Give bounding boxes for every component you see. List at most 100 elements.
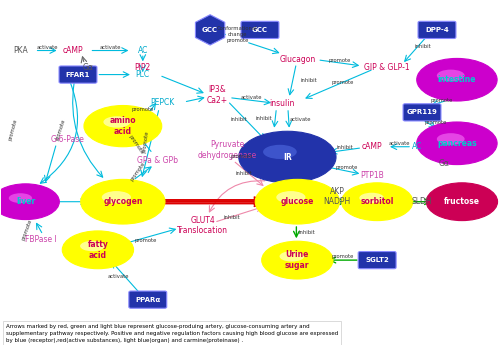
Text: activate: activate: [36, 45, 58, 50]
Text: insulin: insulin: [270, 99, 295, 108]
Text: G-6-Pase: G-6-Pase: [51, 135, 85, 144]
Text: PTP1B: PTP1B: [360, 171, 384, 180]
Text: promote: promote: [226, 38, 248, 43]
Text: AC: AC: [412, 142, 422, 151]
Ellipse shape: [280, 251, 304, 262]
Ellipse shape: [102, 191, 131, 204]
Text: Arrows marked by red, green and light blue represent glucose-produing artery, gl: Arrows marked by red, green and light bl…: [6, 324, 338, 343]
Text: GPa & GPb: GPa & GPb: [138, 156, 178, 165]
Text: promote: promote: [130, 161, 146, 183]
Text: promote: promote: [128, 134, 145, 155]
Text: Gα: Gα: [82, 63, 94, 72]
Text: activate: activate: [240, 95, 262, 100]
Ellipse shape: [437, 70, 464, 81]
FancyBboxPatch shape: [59, 66, 97, 83]
Text: inhibit: inhibit: [235, 171, 252, 176]
Ellipse shape: [0, 184, 60, 219]
Text: Urine
sugar: Urine sugar: [285, 250, 310, 270]
Text: PEPCK: PEPCK: [150, 98, 175, 107]
Text: inhibit: inhibit: [298, 230, 315, 235]
Text: promote: promote: [132, 107, 154, 112]
Text: GIP & GLP-1: GIP & GLP-1: [364, 63, 410, 72]
Ellipse shape: [416, 58, 497, 101]
FancyBboxPatch shape: [418, 21, 456, 39]
Text: inhibit: inhibit: [255, 116, 272, 121]
Text: activate: activate: [389, 141, 410, 146]
Text: promote: promote: [424, 120, 446, 125]
Text: promote: promote: [8, 118, 18, 141]
Text: promote: promote: [21, 218, 34, 240]
FancyBboxPatch shape: [129, 291, 166, 308]
Text: intestine: intestine: [438, 75, 476, 84]
Ellipse shape: [426, 183, 498, 220]
Text: activate: activate: [108, 275, 130, 279]
Text: SGLT2: SGLT2: [366, 257, 389, 263]
Text: SLDH: SLDH: [412, 197, 432, 206]
Text: glycogen: glycogen: [103, 197, 142, 206]
Ellipse shape: [437, 133, 464, 145]
Text: promote: promote: [332, 254, 354, 259]
Text: Glucagon: Glucagon: [279, 55, 316, 63]
Text: Pyruvate
dehydrogenase: Pyruvate dehydrogenase: [198, 140, 257, 160]
Text: sorbitol: sorbitol: [360, 197, 394, 206]
Ellipse shape: [84, 106, 162, 147]
Text: AKP
NADPH: AKP NADPH: [324, 187, 351, 206]
Ellipse shape: [416, 122, 497, 165]
Text: amino
acid: amino acid: [110, 116, 136, 136]
Text: inhibit: inhibit: [224, 215, 240, 220]
Text: promote: promote: [335, 165, 357, 170]
Text: GLUT4
Translocation: GLUT4 Translocation: [177, 216, 228, 235]
Text: cAMP: cAMP: [362, 142, 382, 151]
Text: IR: IR: [283, 152, 292, 161]
Ellipse shape: [9, 193, 32, 203]
Text: PLC: PLC: [136, 70, 150, 79]
Text: inhibit: inhibit: [414, 43, 431, 49]
Text: promote: promote: [431, 98, 453, 103]
FancyBboxPatch shape: [403, 104, 441, 121]
Text: AC: AC: [138, 46, 148, 55]
Ellipse shape: [263, 145, 296, 159]
Text: glucose: glucose: [280, 197, 314, 206]
Ellipse shape: [62, 231, 134, 269]
Text: PPARα: PPARα: [135, 297, 160, 303]
Text: cAMP: cAMP: [62, 46, 84, 55]
Text: GPR119: GPR119: [406, 109, 438, 115]
Ellipse shape: [255, 179, 340, 224]
Text: FFAR1: FFAR1: [66, 71, 90, 78]
Text: promote: promote: [142, 130, 150, 153]
Ellipse shape: [239, 131, 336, 183]
Ellipse shape: [262, 241, 333, 279]
Ellipse shape: [80, 179, 165, 224]
Text: promote: promote: [331, 80, 353, 85]
Ellipse shape: [360, 193, 384, 203]
Text: GCC: GCC: [252, 27, 268, 33]
Text: pancreas: pancreas: [437, 139, 476, 148]
Polygon shape: [196, 15, 225, 45]
Ellipse shape: [276, 191, 306, 204]
FancyBboxPatch shape: [358, 252, 396, 269]
Text: GCC: GCC: [202, 27, 218, 33]
Text: PKA: PKA: [14, 46, 28, 55]
Text: PIP2: PIP2: [134, 63, 151, 72]
Ellipse shape: [104, 116, 130, 128]
Text: liver: liver: [16, 197, 35, 206]
Text: Conformational
change: Conformational change: [217, 26, 258, 37]
Text: inhibit: inhibit: [337, 145, 353, 150]
Text: Gα: Gα: [439, 159, 450, 168]
Text: fructose: fructose: [444, 197, 480, 206]
Text: inhibit: inhibit: [230, 117, 248, 122]
Text: DPP-4: DPP-4: [425, 27, 449, 33]
Text: activate: activate: [100, 45, 121, 50]
Text: FBPase I: FBPase I: [24, 235, 56, 244]
Text: fatty
acid: fatty acid: [88, 240, 108, 259]
Text: inhibit: inhibit: [300, 78, 317, 83]
Text: promote: promote: [54, 118, 66, 141]
Text: promote: promote: [328, 58, 351, 63]
Text: activate: activate: [290, 117, 311, 122]
Ellipse shape: [80, 241, 105, 251]
FancyBboxPatch shape: [241, 21, 279, 39]
Ellipse shape: [342, 183, 413, 220]
Text: IP3&
Ca2+: IP3& Ca2+: [207, 86, 228, 105]
Text: promote: promote: [134, 238, 156, 243]
Text: promote: promote: [231, 154, 253, 158]
